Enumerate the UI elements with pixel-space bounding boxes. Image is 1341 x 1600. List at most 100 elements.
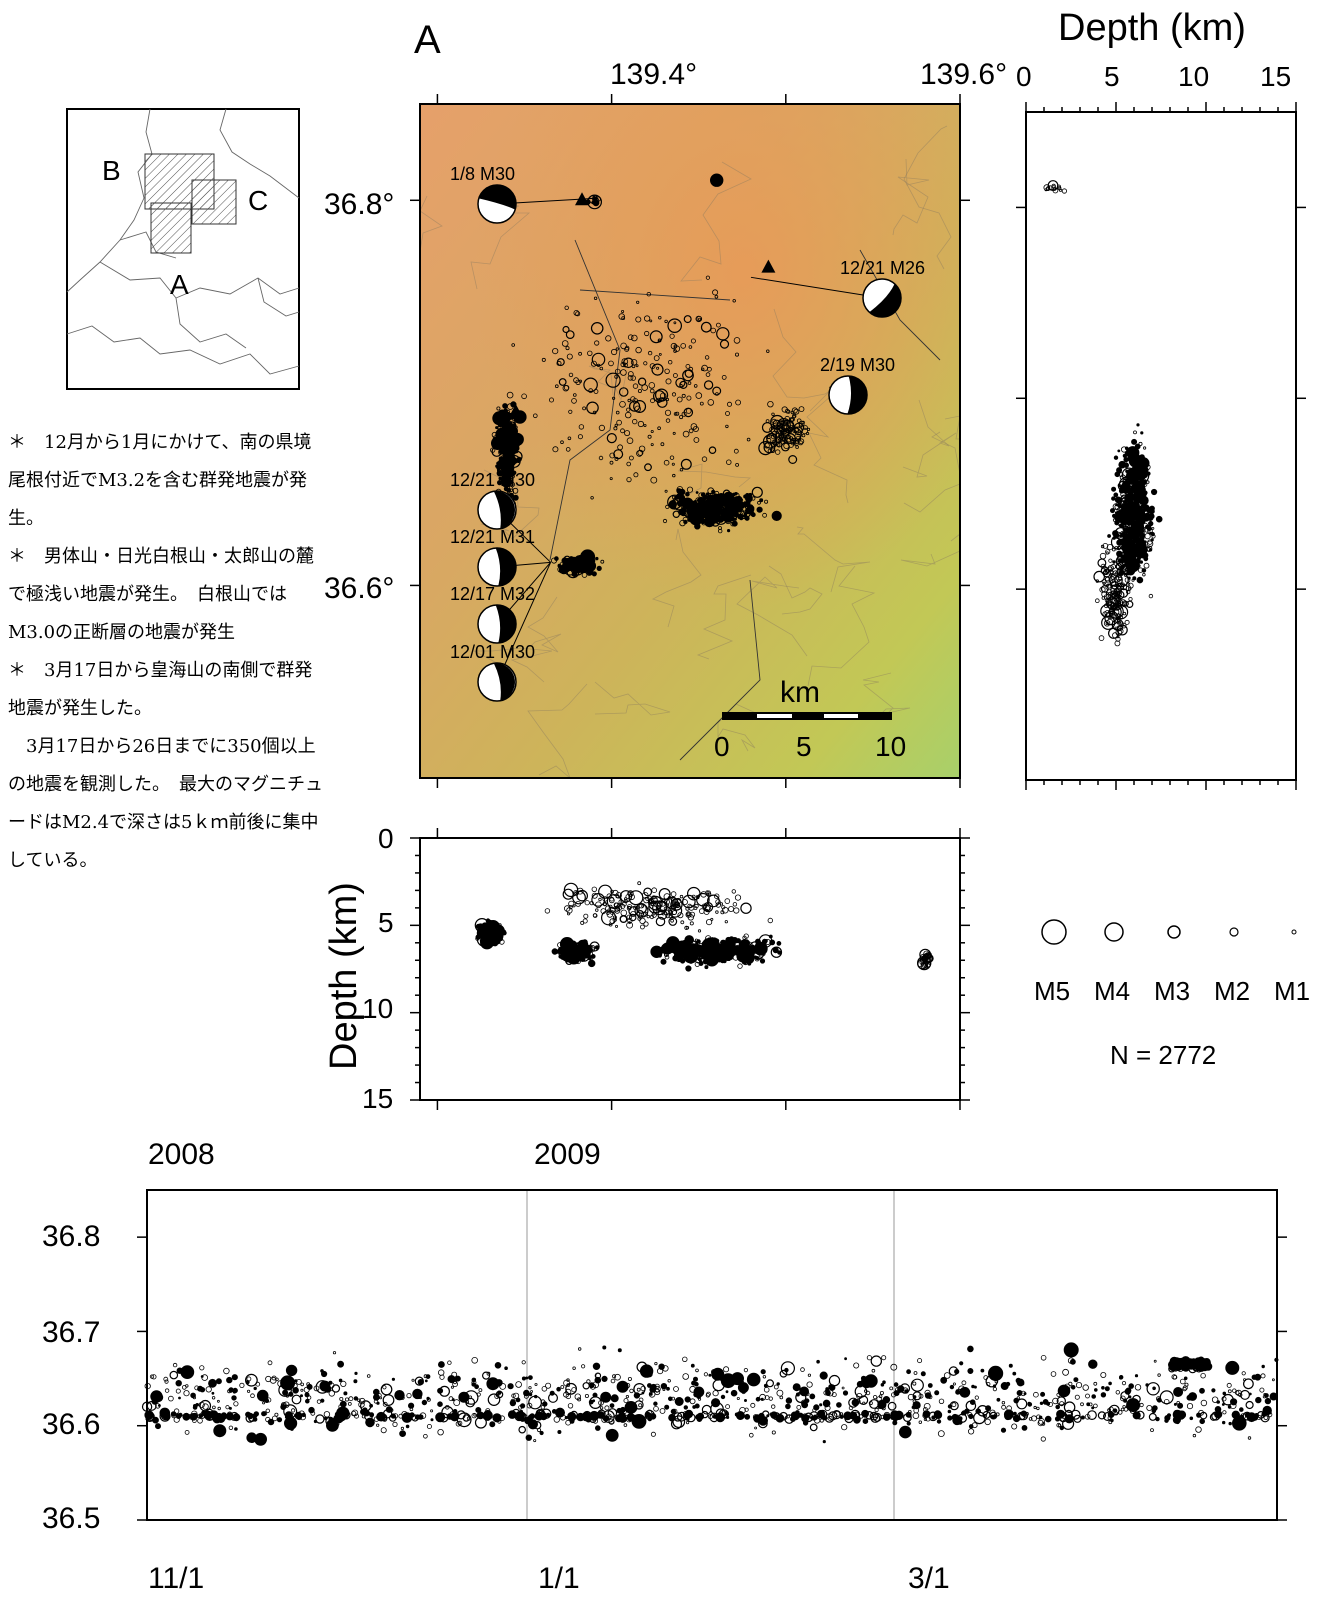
event-marker bbox=[379, 1413, 388, 1422]
event-marker bbox=[535, 1409, 545, 1420]
event-marker bbox=[557, 1429, 562, 1434]
event-marker bbox=[636, 910, 645, 918]
event-marker bbox=[755, 1396, 761, 1402]
epicenter-map: 139.4° 139.6° 36.8° 36.6° 1/8 M30 12/21 M… bbox=[324, 58, 1007, 788]
event-marker bbox=[636, 1387, 641, 1392]
event-marker bbox=[1107, 595, 1113, 601]
event-marker bbox=[767, 401, 774, 408]
event-marker bbox=[689, 921, 694, 926]
event-marker bbox=[199, 1365, 205, 1371]
event-marker bbox=[172, 1362, 178, 1368]
note-2: ＊ 男体山・日光白根山・太郎山の麓で極浅い地震が発生。 白根山ではM3.0の正断… bbox=[8, 546, 314, 643]
event-marker bbox=[767, 917, 773, 924]
event-marker bbox=[724, 898, 731, 904]
event-marker bbox=[794, 426, 803, 436]
event-marker bbox=[655, 397, 662, 404]
event-marker bbox=[723, 951, 727, 956]
event-marker bbox=[961, 1380, 967, 1386]
event-marker bbox=[250, 1393, 255, 1399]
event-marker bbox=[1093, 1381, 1098, 1386]
event-marker bbox=[1123, 573, 1128, 577]
event-marker bbox=[743, 939, 750, 945]
event-marker bbox=[620, 909, 628, 917]
event-marker bbox=[603, 1415, 610, 1422]
event-marker bbox=[1070, 1384, 1076, 1390]
event-marker bbox=[732, 939, 736, 944]
event-marker bbox=[1129, 1407, 1137, 1414]
event-marker bbox=[1259, 1387, 1265, 1393]
event-marker bbox=[228, 1406, 232, 1410]
event-marker bbox=[800, 1367, 805, 1372]
event-marker bbox=[639, 924, 645, 930]
event-marker bbox=[924, 1389, 931, 1396]
event-marker bbox=[801, 433, 806, 438]
event-marker bbox=[1093, 1403, 1098, 1409]
event-marker bbox=[450, 1412, 460, 1422]
event-marker bbox=[651, 363, 664, 376]
event-marker bbox=[686, 395, 692, 401]
event-marker bbox=[731, 889, 736, 894]
event-marker bbox=[1104, 1386, 1110, 1392]
event-marker bbox=[751, 496, 756, 501]
year-label-2008: 2008 bbox=[148, 1138, 215, 1171]
event-marker bbox=[679, 383, 683, 388]
event-marker bbox=[192, 1395, 196, 1400]
event-marker bbox=[746, 437, 751, 442]
event-marker bbox=[693, 437, 700, 443]
event-marker bbox=[1099, 552, 1107, 560]
event-marker bbox=[1211, 1396, 1219, 1403]
event-marker bbox=[1221, 1403, 1225, 1406]
event-marker bbox=[583, 555, 590, 562]
event-marker bbox=[503, 476, 510, 483]
event-marker bbox=[527, 1375, 533, 1381]
event-marker bbox=[682, 1373, 689, 1380]
event-marker bbox=[616, 419, 622, 426]
event-marker bbox=[232, 1387, 238, 1394]
event-marker bbox=[627, 374, 634, 381]
event-marker bbox=[1105, 583, 1113, 591]
event-marker bbox=[676, 396, 683, 403]
event-marker bbox=[860, 1375, 867, 1382]
event-marker bbox=[1133, 430, 1137, 435]
event-marker bbox=[565, 447, 571, 452]
event-marker bbox=[514, 1411, 524, 1422]
event-marker bbox=[382, 1394, 395, 1407]
event-marker bbox=[670, 891, 677, 897]
event-marker bbox=[685, 965, 692, 972]
event-marker bbox=[474, 1384, 480, 1390]
event-marker bbox=[609, 1403, 615, 1409]
event-marker bbox=[628, 455, 634, 461]
event-marker bbox=[1226, 1382, 1232, 1388]
event-marker bbox=[476, 1411, 485, 1420]
legend-label-m2: M2 bbox=[1214, 976, 1250, 1006]
note-4: 3月17日から26日までに350個以上の地震を観測した。 最大のマグニチュードは… bbox=[8, 736, 323, 871]
contour-line bbox=[588, 365, 627, 402]
event-marker bbox=[1135, 530, 1139, 534]
event-marker bbox=[1263, 1415, 1269, 1421]
event-marker bbox=[701, 520, 707, 526]
event-marker bbox=[1119, 1375, 1123, 1380]
event-marker bbox=[721, 374, 727, 380]
event-marker bbox=[894, 1410, 904, 1420]
event-marker bbox=[967, 1428, 975, 1435]
contour-line bbox=[480, 469, 540, 540]
event-marker bbox=[1200, 1399, 1208, 1407]
event-marker bbox=[1146, 1404, 1153, 1411]
depth-lon-ytick-10: 10 bbox=[362, 993, 393, 1024]
inset-label-c: C bbox=[248, 185, 268, 216]
event-marker bbox=[337, 1412, 347, 1422]
event-marker bbox=[426, 1423, 432, 1429]
event-marker bbox=[695, 315, 702, 323]
event-marker bbox=[1128, 552, 1136, 559]
event-marker bbox=[423, 1433, 428, 1439]
event-marker bbox=[557, 566, 564, 573]
event-marker bbox=[598, 424, 605, 431]
event-marker bbox=[1028, 1417, 1033, 1421]
map-xtick-139-4: 139.4° bbox=[610, 58, 697, 91]
event-marker bbox=[1159, 1390, 1174, 1405]
event-marker bbox=[862, 1401, 866, 1405]
event-marker bbox=[647, 350, 653, 356]
event-marker bbox=[682, 516, 689, 523]
event-marker bbox=[700, 321, 712, 333]
event-marker bbox=[583, 565, 590, 572]
